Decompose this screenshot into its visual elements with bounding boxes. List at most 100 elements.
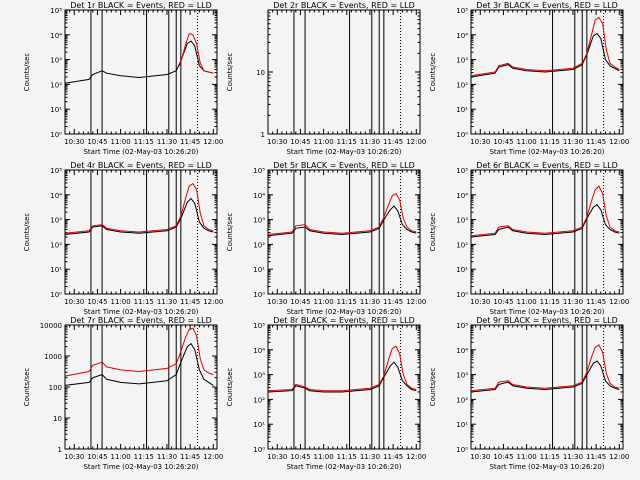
x-tick-label: 11:45 bbox=[180, 138, 200, 146]
x-axis-label: Start Time (02-May-03 10:26:20) bbox=[489, 308, 604, 316]
plot-frame bbox=[267, 324, 421, 450]
x-tick-label: 11:45 bbox=[383, 298, 403, 306]
x-tick-label: 10:30 bbox=[470, 453, 490, 461]
x-tick-label: 10:30 bbox=[64, 298, 84, 306]
y-tick-label: 10⁵ bbox=[50, 167, 62, 175]
lld-series-line bbox=[179, 32, 214, 74]
y-tick-label: 10² bbox=[253, 241, 265, 249]
lld-series-line bbox=[267, 192, 417, 235]
y-tick-label: 10⁰ bbox=[50, 291, 62, 299]
x-axis-label: Start Time (02-May-03 10:26:20) bbox=[83, 308, 198, 316]
x-tick-label: 11:15 bbox=[134, 453, 154, 461]
y-tick-label: 10¹ bbox=[456, 266, 468, 274]
y-tick-label: 10² bbox=[253, 396, 265, 404]
x-tick-label: 11:45 bbox=[586, 453, 606, 461]
y-tick-label: 10² bbox=[456, 241, 468, 249]
x-tick-label: 10:45 bbox=[87, 138, 107, 146]
x-tick-label: 10:45 bbox=[290, 138, 310, 146]
y-tick-label: 10 bbox=[53, 415, 62, 423]
y-tick-label: 10² bbox=[456, 81, 468, 89]
x-tick-label: 10:30 bbox=[267, 298, 287, 306]
x-axis-label: Start Time (02-May-03 10:26:20) bbox=[286, 308, 401, 316]
y-axis-label: Counts/sec bbox=[429, 368, 437, 407]
x-tick-label: 11:15 bbox=[540, 138, 560, 146]
panel-title: Det 8r BLACK = Events, RED = LLD bbox=[273, 316, 415, 325]
x-tick-label: 11:30 bbox=[360, 298, 380, 306]
x-tick-label: 11:00 bbox=[314, 453, 334, 461]
x-tick-label: 11:15 bbox=[337, 298, 357, 306]
x-tick-label: 11:30 bbox=[157, 138, 177, 146]
x-tick-label: 10:45 bbox=[493, 298, 513, 306]
plot-frame bbox=[470, 324, 624, 450]
x-tick-label: 11:45 bbox=[586, 138, 606, 146]
x-axis-label: Start Time (02-May-03 10:26:20) bbox=[489, 148, 604, 156]
y-tick-label: 10² bbox=[50, 81, 62, 89]
y-tick-label: 10⁵ bbox=[253, 167, 265, 175]
x-tick-label: 12:00 bbox=[203, 298, 223, 306]
x-axis-label: Start Time (02-May-03 10:26:20) bbox=[83, 463, 198, 471]
y-tick-label: 10⁴ bbox=[456, 347, 468, 355]
x-tick-label: 11:30 bbox=[360, 453, 380, 461]
x-tick-label: 11:15 bbox=[134, 298, 154, 306]
x-tick-label: 10:45 bbox=[493, 138, 513, 146]
x-tick-label: 11:00 bbox=[517, 138, 537, 146]
y-tick-label: 10³ bbox=[50, 217, 62, 225]
x-axis-label: Start Time (02-May-03 10:26:20) bbox=[286, 148, 401, 156]
x-tick-label: 10:45 bbox=[87, 298, 107, 306]
x-tick-label: 10:45 bbox=[290, 298, 310, 306]
y-tick-label: 10¹ bbox=[50, 106, 62, 114]
x-axis-label: Start Time (02-May-03 10:26:20) bbox=[83, 148, 198, 156]
x-tick-label: 10:30 bbox=[267, 138, 287, 146]
x-tick-label: 11:00 bbox=[111, 453, 131, 461]
x-tick-label: 11:15 bbox=[540, 453, 560, 461]
x-tick-label: 11:00 bbox=[111, 138, 131, 146]
x-tick-label: 11:00 bbox=[314, 298, 334, 306]
y-tick-label: 10⁴ bbox=[50, 32, 62, 40]
x-tick-label: 11:30 bbox=[563, 138, 583, 146]
y-tick-label: 10⁴ bbox=[456, 32, 468, 40]
events-series-line bbox=[64, 40, 214, 84]
y-tick-label: 100 bbox=[49, 384, 62, 392]
y-tick-label: 10¹ bbox=[253, 266, 265, 274]
y-tick-label: 10⁴ bbox=[253, 192, 265, 200]
x-tick-label: 11:15 bbox=[337, 453, 357, 461]
x-tick-label: 11:15 bbox=[540, 298, 560, 306]
x-tick-label: 10:30 bbox=[64, 453, 84, 461]
y-tick-label: 10 bbox=[256, 69, 265, 77]
detector-panel: 1 10 10:30 10:45 11:00 11:15 11:30 11:45 12:00 De… bbox=[226, 1, 426, 156]
x-tick-label: 11:00 bbox=[517, 453, 537, 461]
y-tick-label: 10⁰ bbox=[253, 291, 265, 299]
y-tick-label: 10³ bbox=[456, 57, 468, 65]
y-axis-label: Counts/sec bbox=[429, 213, 437, 252]
y-axis-label: Counts/sec bbox=[23, 53, 31, 92]
y-tick-label: 10⁴ bbox=[456, 192, 468, 200]
y-axis-label: Counts/sec bbox=[429, 53, 437, 92]
plot-frame bbox=[470, 169, 624, 295]
y-tick-label: 10000 bbox=[40, 322, 62, 330]
events-series-line bbox=[267, 361, 417, 393]
detector-panel: 1 10 100 1000 10000 10:30 10:45 11:00 11:15 11:30… bbox=[23, 316, 223, 471]
panel-title: Det 3r BLACK = Events, RED = LLD bbox=[476, 1, 618, 10]
x-tick-label: 10:30 bbox=[470, 298, 490, 306]
y-axis-label: Counts/sec bbox=[23, 368, 31, 407]
y-tick-label: 10³ bbox=[253, 372, 265, 380]
y-tick-label: 10⁰ bbox=[50, 131, 62, 139]
events-series-line bbox=[470, 204, 620, 238]
y-tick-label: 10⁵ bbox=[456, 7, 468, 15]
x-tick-label: 12:00 bbox=[609, 138, 629, 146]
x-tick-label: 12:00 bbox=[406, 138, 426, 146]
x-tick-label: 11:45 bbox=[383, 138, 403, 146]
x-tick-label: 11:45 bbox=[383, 453, 403, 461]
x-tick-label: 12:00 bbox=[609, 453, 629, 461]
y-tick-label: 10⁵ bbox=[253, 322, 265, 330]
y-tick-label: 10⁰ bbox=[253, 446, 265, 454]
events-series-line bbox=[267, 205, 417, 237]
y-tick-label: 10² bbox=[50, 241, 62, 249]
x-tick-label: 11:45 bbox=[586, 298, 606, 306]
y-axis-label: Counts/sec bbox=[23, 213, 31, 252]
